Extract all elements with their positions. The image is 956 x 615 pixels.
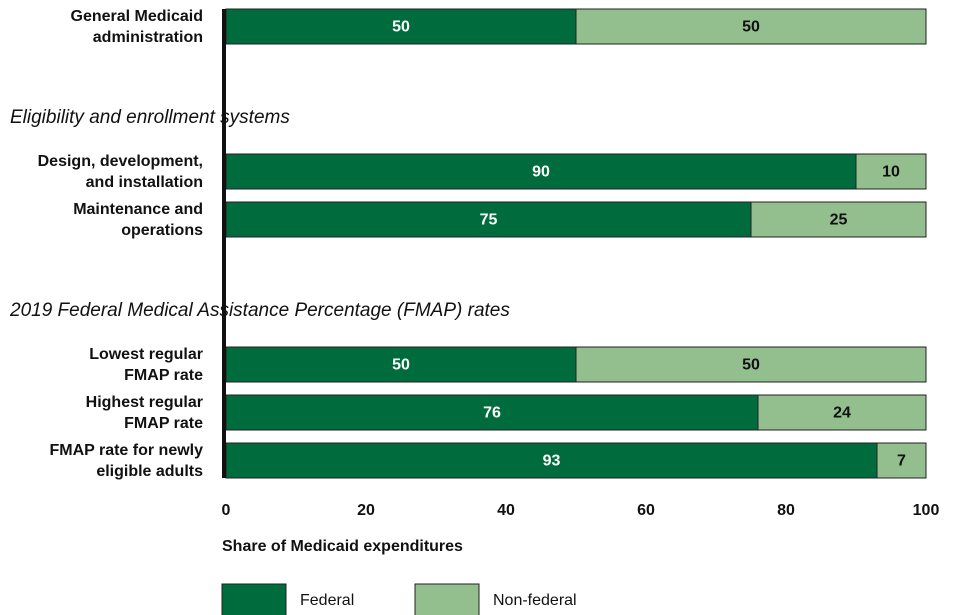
bar-segment xyxy=(575,346,927,383)
value-label: 50 xyxy=(742,357,760,374)
legend-label: Federal xyxy=(300,592,354,609)
bar-segment xyxy=(750,201,927,238)
group-title: Eligibility and enrollment systems xyxy=(10,107,290,128)
value-label: 7 xyxy=(897,453,906,470)
x-tick-label: 20 xyxy=(357,502,375,519)
category-label: Design, development, and installation xyxy=(37,152,203,191)
value-label: 76 xyxy=(483,405,501,422)
x-tick-label: 0 xyxy=(222,502,231,519)
x-tick-label: 60 xyxy=(637,502,655,519)
value-label: 25 xyxy=(830,212,848,229)
value-label: 50 xyxy=(392,19,410,36)
legend-swatch xyxy=(221,583,287,615)
bar-segment xyxy=(225,8,577,45)
value-label: 90 xyxy=(532,164,550,181)
x-tick-label: 80 xyxy=(777,502,795,519)
value-label: 10 xyxy=(882,164,900,181)
category-label: Highest regular FMAP rate xyxy=(85,393,203,432)
value-label: 75 xyxy=(480,212,498,229)
legend-swatch xyxy=(414,583,480,615)
bar-segment xyxy=(225,153,857,190)
category-label: FMAP rate for newly eligible adults xyxy=(49,441,203,480)
bar-segment xyxy=(876,442,927,479)
bar-segment xyxy=(225,346,577,383)
category-label: Maintenance and operations xyxy=(73,200,203,239)
x-tick-label: 40 xyxy=(497,502,515,519)
x-axis-label: Share of Medicaid expenditures xyxy=(222,538,463,555)
value-label: 50 xyxy=(392,357,410,374)
bar-segment xyxy=(225,201,752,238)
group-title: 2019 Federal Medical Assistance Percenta… xyxy=(9,300,510,321)
category-label: General Medicaid administration xyxy=(70,7,204,46)
x-tick-label: 100 xyxy=(913,502,940,519)
value-label: 93 xyxy=(543,453,561,470)
axis-line xyxy=(222,9,226,478)
category-label: Lowest regular FMAP rate xyxy=(89,345,203,384)
bar-segment xyxy=(855,153,927,190)
legend-label: Non-federal xyxy=(493,592,577,609)
bar-segment xyxy=(757,394,927,431)
bar-segment xyxy=(575,8,927,45)
value-label: 24 xyxy=(833,405,851,422)
value-label: 50 xyxy=(742,19,760,36)
